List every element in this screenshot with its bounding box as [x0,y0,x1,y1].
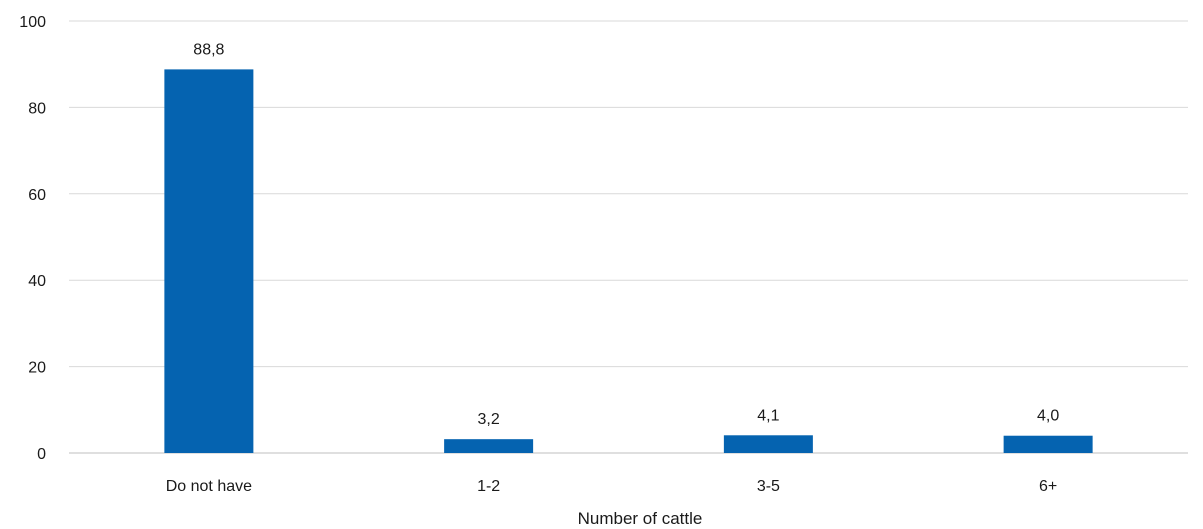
y-tick-label: 60 [28,187,46,204]
bar [444,439,534,453]
x-axis-ticks: Do not have 1-2 3-5 6+ [166,478,1058,495]
data-labels: 88,8 3,2 4,1 4,0 [193,41,1059,428]
y-tick-label: 0 [37,446,46,463]
bar-data-label: 88,8 [193,41,224,58]
x-tick-label: 3-5 [757,478,780,495]
y-tick-label: 100 [19,14,46,31]
x-tick-label: 6+ [1039,478,1057,495]
x-tick-label: Do not have [166,478,252,495]
bar-data-label: 3,2 [478,411,500,428]
bar [1003,435,1093,453]
bars [164,69,1093,453]
x-axis-title: Number of cattle [578,509,703,528]
y-tick-label: 40 [28,273,46,290]
y-tick-label: 80 [28,100,46,117]
gridlines [69,20,1188,454]
bar [723,435,813,453]
y-axis-ticks: 0 20 40 60 80 100 [19,14,46,463]
bar-data-label: 4,1 [757,407,779,424]
bar [164,69,254,453]
bar-data-label: 4,0 [1037,408,1059,425]
y-tick-label: 20 [28,360,46,377]
x-tick-label: 1-2 [477,478,500,495]
